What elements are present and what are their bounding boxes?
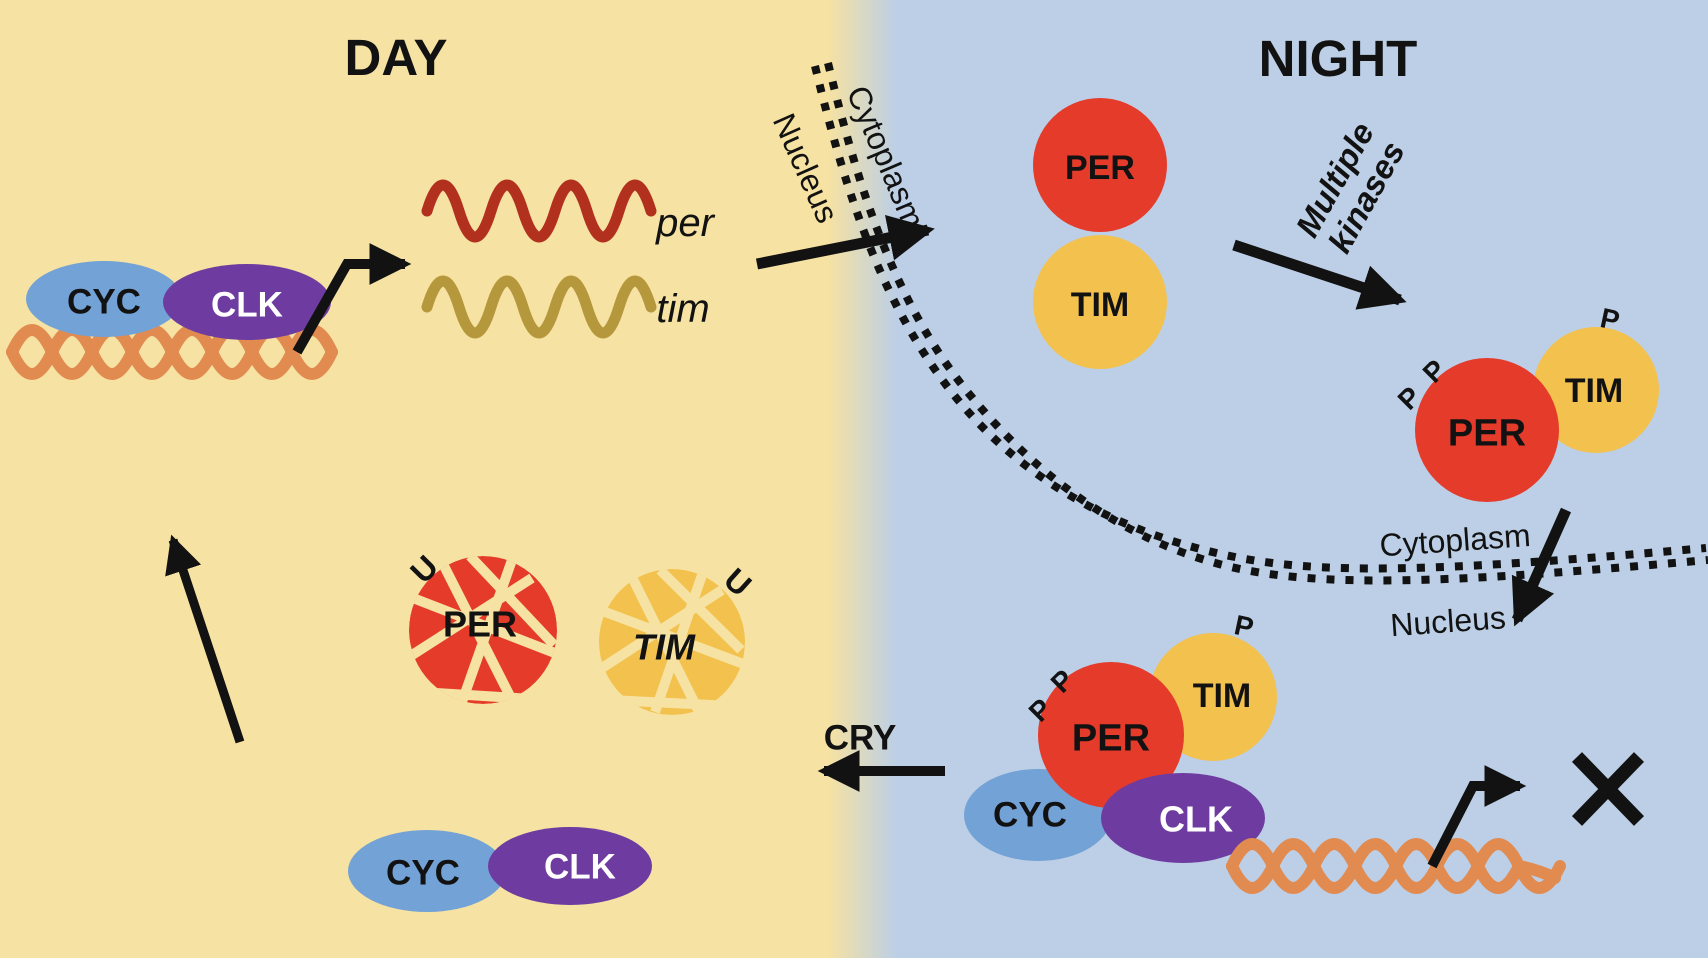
cry-label: CRY [824,718,897,757]
nuclear-membrane-outer-line [824,62,1708,585]
nucleus-label-right: Nucleus [1389,599,1507,643]
transcription-blocked-x-icon [1571,752,1645,826]
tim-label-phospho-cytoplasm: TIM [1565,372,1624,410]
per-gene-label: per [655,201,715,245]
nuclear-export-arrow [755,215,935,270]
per-label-phospho-cytoplasm: PER [1448,412,1526,454]
tim-label-nucleus: TIM [1193,677,1252,715]
clk-label-day-top: CLK [211,285,283,324]
per-protein-phospho-cytoplasm [1415,358,1559,502]
day-transcription-complex: CYC CLK [6,243,412,380]
night-title: NIGHT [1259,30,1418,87]
degraded-tim-label: TIM [633,627,696,668]
transcription-start-arrow [292,243,412,355]
per-mrna-wave [421,179,657,243]
per-label-nucleus: PER [1072,717,1150,759]
phospho-per-tim-complex-cytoplasm: TIM PER P P P [1392,302,1659,502]
degraded-tim-protein: TIM U [599,561,758,715]
blocked-transcription-arrow [1427,765,1527,869]
cyc-protein-day-top [26,261,182,337]
cycle-restart-arrow [165,534,245,744]
degraded-per-cracks [409,556,557,704]
tim-protein-phospho-cytoplasm [1533,327,1659,453]
tim-mrna-wave [421,275,657,339]
degraded-per-label: PER [443,604,517,645]
nuclear-membrane-inner-line [811,65,1707,573]
cyc-label-day-top: CYC [67,282,141,321]
cyc-protein-day-bottom [348,830,506,912]
clk-label-day-bottom: CLK [544,847,616,886]
tim-gene-label: tim [656,287,709,331]
cyc-label-nucleus: CYC [993,795,1067,834]
degraded-tim-cracks [599,569,745,715]
tim-protein-cytoplasm [1033,235,1167,369]
degraded-per-protein: PER U [403,548,557,704]
repressed-transcription [1226,752,1645,894]
dna-helix-day-strand-2 [6,324,338,380]
free-cyc-clk-complex-day: CYC CLK [348,827,652,912]
day-title: DAY [345,29,448,86]
kinase-phosphorylation-arrow [1232,239,1407,310]
cyc-label-day-bottom: CYC [386,853,460,892]
clk-protein-nucleus [1101,773,1265,863]
per-label-cytoplasm: PER [1065,149,1135,187]
clk-protein-day-top [163,264,331,340]
per-protein-nucleus [1038,662,1184,808]
nuclear-import-arrow [1511,507,1572,627]
tim-label-cytoplasm: TIM [1071,286,1130,324]
dna-helix-night-strand-2 [1226,838,1561,894]
per-protein-cytoplasm [1033,98,1167,232]
clk-protein-day-bottom [488,827,652,905]
clk-label-nucleus: CLK [1159,799,1233,840]
repression-complex-nucleus: TIM PER CYC CLK P P P [964,609,1277,863]
